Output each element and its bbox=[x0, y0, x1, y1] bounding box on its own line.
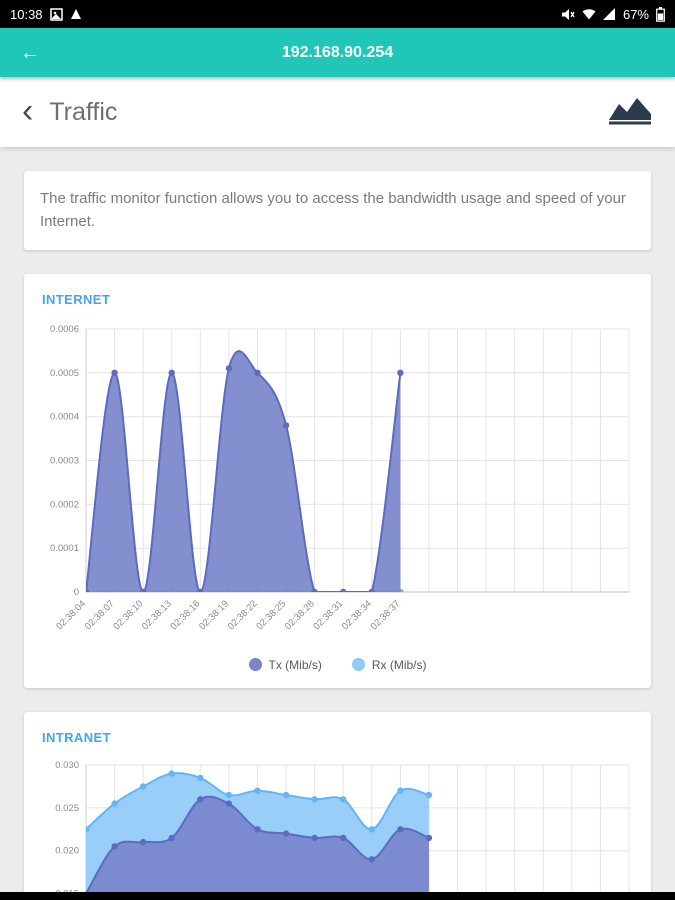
svg-text:0.0003: 0.0003 bbox=[50, 455, 79, 466]
description-text: The traffic monitor function allows you … bbox=[40, 190, 626, 231]
wifi-icon bbox=[582, 8, 596, 20]
svg-text:02:38:34: 02:38:34 bbox=[340, 598, 374, 632]
svg-text:0.0005: 0.0005 bbox=[50, 367, 79, 378]
signal-icon bbox=[602, 8, 616, 20]
internet-card: INTERNET 0 0.0001 0.0002 0.0003 0.0004 0.0005… bbox=[24, 273, 651, 688]
status-bar-right: 67% bbox=[561, 6, 665, 22]
svg-text:02:38:22: 02:38:22 bbox=[226, 598, 260, 632]
status-bar-left: 10:38 bbox=[10, 7, 82, 22]
svg-text:0.0004: 0.0004 bbox=[50, 411, 79, 422]
legend-label: Tx (Mib/s) bbox=[268, 657, 322, 672]
svg-text:02:38:10: 02:38:10 bbox=[111, 598, 145, 632]
svg-text:02:38:16: 02:38:16 bbox=[168, 598, 202, 632]
legend-item[interactable]: Tx (Mib/s) bbox=[248, 657, 322, 672]
legend-item[interactable]: Rx (Mib/s) bbox=[351, 657, 427, 672]
clock-label: 10:38 bbox=[10, 6, 43, 22]
intranet-chart-title: INTRANET bbox=[42, 729, 111, 745]
svg-text:0.0002: 0.0002 bbox=[50, 499, 79, 510]
back-arrow-icon[interactable]: ← bbox=[20, 41, 40, 64]
legend-dot-icon bbox=[248, 658, 262, 671]
app-bar-title: 192.168.90.254 bbox=[281, 43, 394, 61]
legend-label: Rx (Mib/s) bbox=[371, 657, 427, 672]
svg-text:0: 0 bbox=[74, 587, 79, 598]
page-title: Traffic bbox=[49, 97, 118, 126]
traffic-chart-icon[interactable] bbox=[607, 94, 653, 131]
svg-text:0.030: 0.030 bbox=[55, 760, 79, 771]
page-header: ‹ Traffic bbox=[0, 77, 675, 147]
svg-text:02:38:19: 02:38:19 bbox=[197, 598, 231, 632]
description-card: The traffic monitor function allows you … bbox=[24, 171, 651, 250]
svg-text:0.020: 0.020 bbox=[55, 845, 79, 856]
volume-mute-icon bbox=[561, 8, 575, 21]
status-bar: 10:38 67% bbox=[0, 0, 675, 28]
svg-text:02:38:28: 02:38:28 bbox=[283, 598, 317, 632]
battery-percent-label: 67% bbox=[622, 6, 649, 22]
chart-legend: Tx (Mib/s) Rx (Mib/s) bbox=[40, 654, 635, 682]
screenshot-icon bbox=[49, 7, 63, 21]
svg-text:02:38:37: 02:38:37 bbox=[369, 598, 403, 632]
battery-icon bbox=[656, 6, 665, 22]
svg-text:02:38:07: 02:38:07 bbox=[83, 598, 117, 632]
back-chevron-icon[interactable]: ‹ bbox=[22, 92, 34, 131]
svg-text:0.0006: 0.0006 bbox=[50, 324, 79, 335]
svg-text:02:38:25: 02:38:25 bbox=[254, 598, 288, 632]
navigation-bar bbox=[0, 892, 675, 900]
internet-chart-title: INTERNET bbox=[42, 291, 111, 307]
svg-text:0.0001: 0.0001 bbox=[50, 543, 79, 554]
svg-text:0.025: 0.025 bbox=[55, 802, 79, 813]
svg-text:02:38:13: 02:38:13 bbox=[140, 598, 174, 632]
internet-chart: 0 0.0001 0.0002 0.0003 0.0004 0.0005 0.0006 02:… bbox=[40, 319, 635, 654]
svg-text:02:38:31: 02:38:31 bbox=[311, 598, 345, 632]
svg-text:02:38:04: 02:38:04 bbox=[54, 598, 88, 632]
legend-dot-icon bbox=[351, 658, 365, 671]
vpn-icon bbox=[70, 8, 82, 20]
app-bar: ← 192.168.90.254 bbox=[0, 28, 675, 77]
